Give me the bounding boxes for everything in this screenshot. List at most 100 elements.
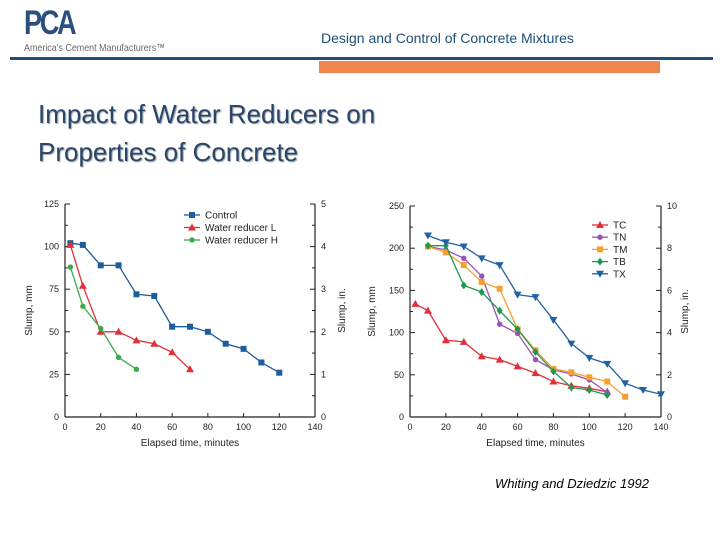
y2-tick-label: 2 — [667, 370, 672, 380]
data-point-tx — [513, 291, 522, 299]
series-line-tm — [427, 245, 626, 398]
y2-axis-label: Slump, in. — [337, 288, 348, 332]
data-point-tc — [495, 355, 504, 363]
y2-tick-label: 5 — [321, 199, 326, 209]
data-point-control — [222, 340, 229, 347]
data-point-tm — [604, 378, 611, 385]
y-tick-label: 0 — [399, 412, 404, 422]
legend-label-water-reducer-l: Water reducer L — [205, 223, 277, 234]
slide-title-line-2: Properties of Concrete — [38, 137, 299, 167]
legend-marker-tn — [597, 234, 603, 240]
series-line-tx — [427, 234, 662, 395]
x-tick-label: 0 — [407, 422, 412, 432]
data-point-tc — [459, 337, 468, 345]
data-point-tn — [479, 273, 485, 279]
x-tick-label: 80 — [203, 422, 213, 432]
y-tick-label: 150 — [389, 285, 404, 295]
series-line-tn — [427, 245, 608, 394]
data-point-water-reducer-l — [114, 327, 123, 335]
data-point-tb — [496, 306, 503, 315]
y2-tick-label: 1 — [321, 369, 326, 379]
data-point-tm — [442, 249, 449, 256]
data-point-tb — [568, 383, 575, 392]
data-point-tb — [604, 391, 611, 400]
y2-tick-label: 0 — [321, 412, 326, 422]
legend-marker-control — [189, 212, 195, 218]
y-axis-label: Slump, mm — [24, 285, 35, 336]
legend-label-control: Control — [205, 211, 237, 222]
data-point-water-reducer-h — [67, 264, 74, 270]
legend-marker-tx — [596, 270, 604, 278]
data-point-control — [79, 241, 86, 248]
data-point-water-reducer-h — [115, 354, 122, 361]
logo-tagline: America's Cement Manufacturers™ — [24, 42, 166, 54]
data-point-control — [133, 291, 140, 298]
x-tick-label: 80 — [548, 422, 558, 432]
x-tick-label: 0 — [62, 422, 67, 432]
data-point-control — [187, 323, 193, 330]
data-point-tc — [423, 306, 432, 314]
slide-title-line-1: Impact of Water Reducers on — [38, 99, 376, 129]
data-point-tm — [586, 374, 593, 381]
y-tick-label: 200 — [389, 243, 404, 253]
legend-label-tm: TM — [613, 245, 627, 256]
data-point-tb — [586, 385, 593, 394]
data-point-water-reducer-l — [186, 365, 194, 373]
slide-title: Impact of Water Reducers on Properties o… — [38, 95, 375, 171]
y-tick-label: 100 — [389, 328, 404, 338]
data-point-tc — [513, 362, 522, 370]
data-point-control — [151, 293, 158, 300]
x-tick-label: 60 — [513, 422, 523, 432]
data-point-tm — [496, 285, 503, 292]
legend-label-tc: TC — [613, 221, 626, 232]
x-tick-label: 20 — [96, 422, 106, 432]
x-tick-label: 60 — [167, 422, 177, 432]
data-point-tb — [550, 367, 557, 376]
data-point-control — [240, 345, 247, 352]
data-point-tx — [495, 262, 504, 270]
y-tick-label: 125 — [44, 199, 59, 209]
data-point-control — [258, 359, 265, 366]
data-point-control — [276, 369, 283, 376]
series-line-water-reducer-l — [69, 244, 191, 370]
legend-marker-tm — [597, 246, 603, 253]
x-tick-label: 140 — [653, 422, 668, 432]
y-tick-label: 50 — [394, 370, 404, 380]
data-point-tx — [441, 239, 450, 247]
data-point-water-reducer-h — [98, 325, 104, 332]
data-point-water-reducer-l — [66, 240, 75, 248]
data-point-water-reducer-l — [132, 336, 141, 344]
data-point-water-reducer-l — [78, 281, 87, 289]
data-point-tc — [549, 377, 558, 385]
x-tick-label: 40 — [477, 422, 487, 432]
data-point-tx — [423, 232, 432, 240]
data-point-tc — [477, 352, 486, 360]
data-point-control — [115, 262, 122, 269]
y-tick-label: 25 — [49, 369, 59, 379]
legend-marker-water-reducer-l — [188, 223, 196, 231]
data-point-tm — [622, 393, 629, 400]
y-tick-label: 100 — [44, 242, 59, 252]
data-point-tc — [441, 336, 450, 344]
data-point-tb — [532, 348, 539, 357]
x-tick-label: 100 — [582, 422, 597, 432]
y-axis-label: Slump, mm — [367, 286, 378, 337]
y2-tick-label: 10 — [667, 201, 677, 211]
x-tick-label: 40 — [131, 422, 141, 432]
y-tick-label: 50 — [49, 327, 59, 337]
data-point-control — [97, 262, 104, 269]
data-point-tx — [585, 354, 594, 362]
legend-label-tb: TB — [613, 257, 626, 268]
data-point-tm — [460, 262, 467, 269]
data-point-tn — [532, 356, 539, 363]
data-point-tb — [460, 281, 467, 290]
data-point-tx — [657, 391, 665, 399]
data-point-tn — [496, 321, 503, 327]
y2-axis-label: Slump, in. — [680, 289, 691, 333]
y-tick-label: 0 — [54, 412, 59, 422]
legend-marker-tb — [597, 257, 603, 266]
legend-label-tx: TX — [613, 269, 626, 280]
header-rule — [10, 57, 713, 60]
data-point-tb — [478, 288, 485, 297]
legend-marker-water-reducer-h — [189, 237, 195, 243]
